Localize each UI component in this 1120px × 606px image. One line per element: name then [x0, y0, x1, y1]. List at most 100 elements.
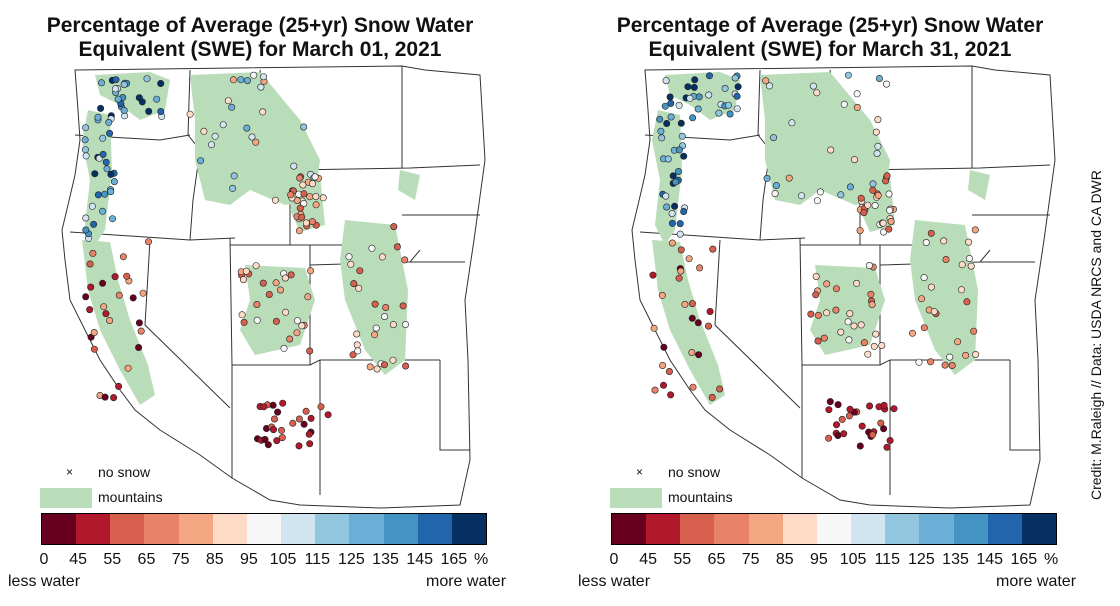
- station-marker: [845, 412, 853, 420]
- station-marker: [114, 95, 122, 103]
- station-marker: [264, 441, 272, 449]
- station-marker: [120, 107, 128, 115]
- station-marker: [261, 435, 269, 443]
- station-marker: [102, 310, 110, 318]
- station-marker: [675, 101, 683, 109]
- station-marker: [860, 209, 868, 217]
- station-marker: [94, 191, 102, 199]
- station-marker: [137, 327, 145, 335]
- station-marker: [353, 341, 361, 349]
- station-marker: [658, 291, 666, 299]
- station-marker: [809, 82, 817, 90]
- colorbar-cell: [110, 514, 145, 544]
- station-marker: [837, 191, 845, 199]
- station-marker: [237, 76, 245, 84]
- station-marker: [965, 238, 973, 246]
- station-marker: [869, 180, 877, 188]
- station-marker: [86, 260, 94, 268]
- station-marker: [99, 134, 107, 142]
- station-marker: [706, 307, 714, 315]
- station-marker: [668, 239, 676, 247]
- station-marker: [270, 415, 278, 423]
- mountains-label: mountains: [668, 489, 733, 505]
- station-marker: [788, 119, 796, 127]
- station-marker: [119, 253, 127, 261]
- station-marker: [389, 356, 397, 364]
- station-marker: [677, 267, 685, 275]
- station-marker: [302, 219, 310, 227]
- station-marker: [962, 351, 970, 359]
- colorbar-tick-label: 0: [609, 551, 619, 568]
- station-marker: [850, 156, 858, 164]
- title-line-1: Percentage of Average (25+yr) Snow Water: [616, 14, 1044, 37]
- station-marker: [890, 405, 898, 413]
- station-marker: [282, 308, 290, 316]
- station-marker: [300, 123, 308, 131]
- colorbar-tick-label: 95: [240, 551, 258, 568]
- colorbar: [41, 513, 487, 545]
- station-marker: [238, 311, 246, 319]
- station-marker: [840, 100, 848, 108]
- station-marker: [143, 75, 151, 83]
- station-marker: [665, 367, 673, 375]
- station-marker: [139, 289, 147, 297]
- station-marker: [920, 324, 928, 332]
- colorbar-cell: [646, 514, 681, 544]
- no-snow-label: no snow: [668, 464, 721, 480]
- station-marker: [281, 274, 289, 282]
- station-marker: [844, 318, 852, 326]
- station-marker: [145, 107, 153, 115]
- colorbar-cell: [782, 514, 817, 544]
- station-marker: [278, 434, 286, 442]
- station-marker: [927, 283, 935, 291]
- station-marker: [858, 422, 866, 430]
- colorbar-cell: [246, 514, 282, 544]
- station-marker: [865, 261, 873, 269]
- station-marker: [785, 174, 793, 182]
- station-marker: [661, 102, 669, 110]
- station-marker: [649, 271, 657, 279]
- station-marker: [688, 314, 696, 322]
- station-marker: [295, 442, 303, 450]
- station-marker: [877, 419, 885, 427]
- station-marker: [112, 76, 120, 84]
- station-marker: [660, 381, 668, 389]
- station-marker: [866, 402, 874, 410]
- station-marker: [677, 246, 685, 254]
- station-marker: [820, 334, 828, 342]
- station-marker: [380, 361, 388, 369]
- station-marker: [368, 244, 376, 252]
- station-marker: [308, 218, 316, 226]
- station-marker: [816, 188, 824, 196]
- station-marker: [382, 303, 390, 311]
- station-marker: [860, 339, 868, 347]
- station-marker: [82, 124, 90, 132]
- station-marker: [715, 109, 723, 117]
- station-marker: [102, 158, 110, 166]
- station-marker: [883, 172, 891, 180]
- station-marker: [106, 129, 114, 137]
- station-marker: [259, 73, 267, 81]
- station-marker: [347, 260, 355, 268]
- station-marker: [279, 399, 287, 407]
- station-marker: [957, 286, 965, 294]
- station-marker: [689, 383, 697, 391]
- station-marker: [837, 328, 845, 336]
- station-marker: [832, 285, 840, 293]
- station-marker: [856, 227, 864, 235]
- station-marker: [920, 274, 928, 282]
- station-marker: [671, 202, 679, 210]
- station-marker: [308, 180, 316, 188]
- station-marker: [688, 300, 696, 308]
- station-marker: [252, 138, 260, 146]
- colorbar-cell: [144, 514, 179, 544]
- station-marker: [685, 255, 693, 263]
- swe-map-march-31: [631, 65, 1056, 509]
- colorbar-cell: [417, 514, 452, 544]
- station-marker: [99, 150, 107, 158]
- station-marker: [272, 279, 280, 287]
- station-marker: [812, 272, 820, 280]
- station-marker: [82, 152, 90, 160]
- station-marker: [295, 415, 303, 423]
- station-marker: [306, 347, 314, 355]
